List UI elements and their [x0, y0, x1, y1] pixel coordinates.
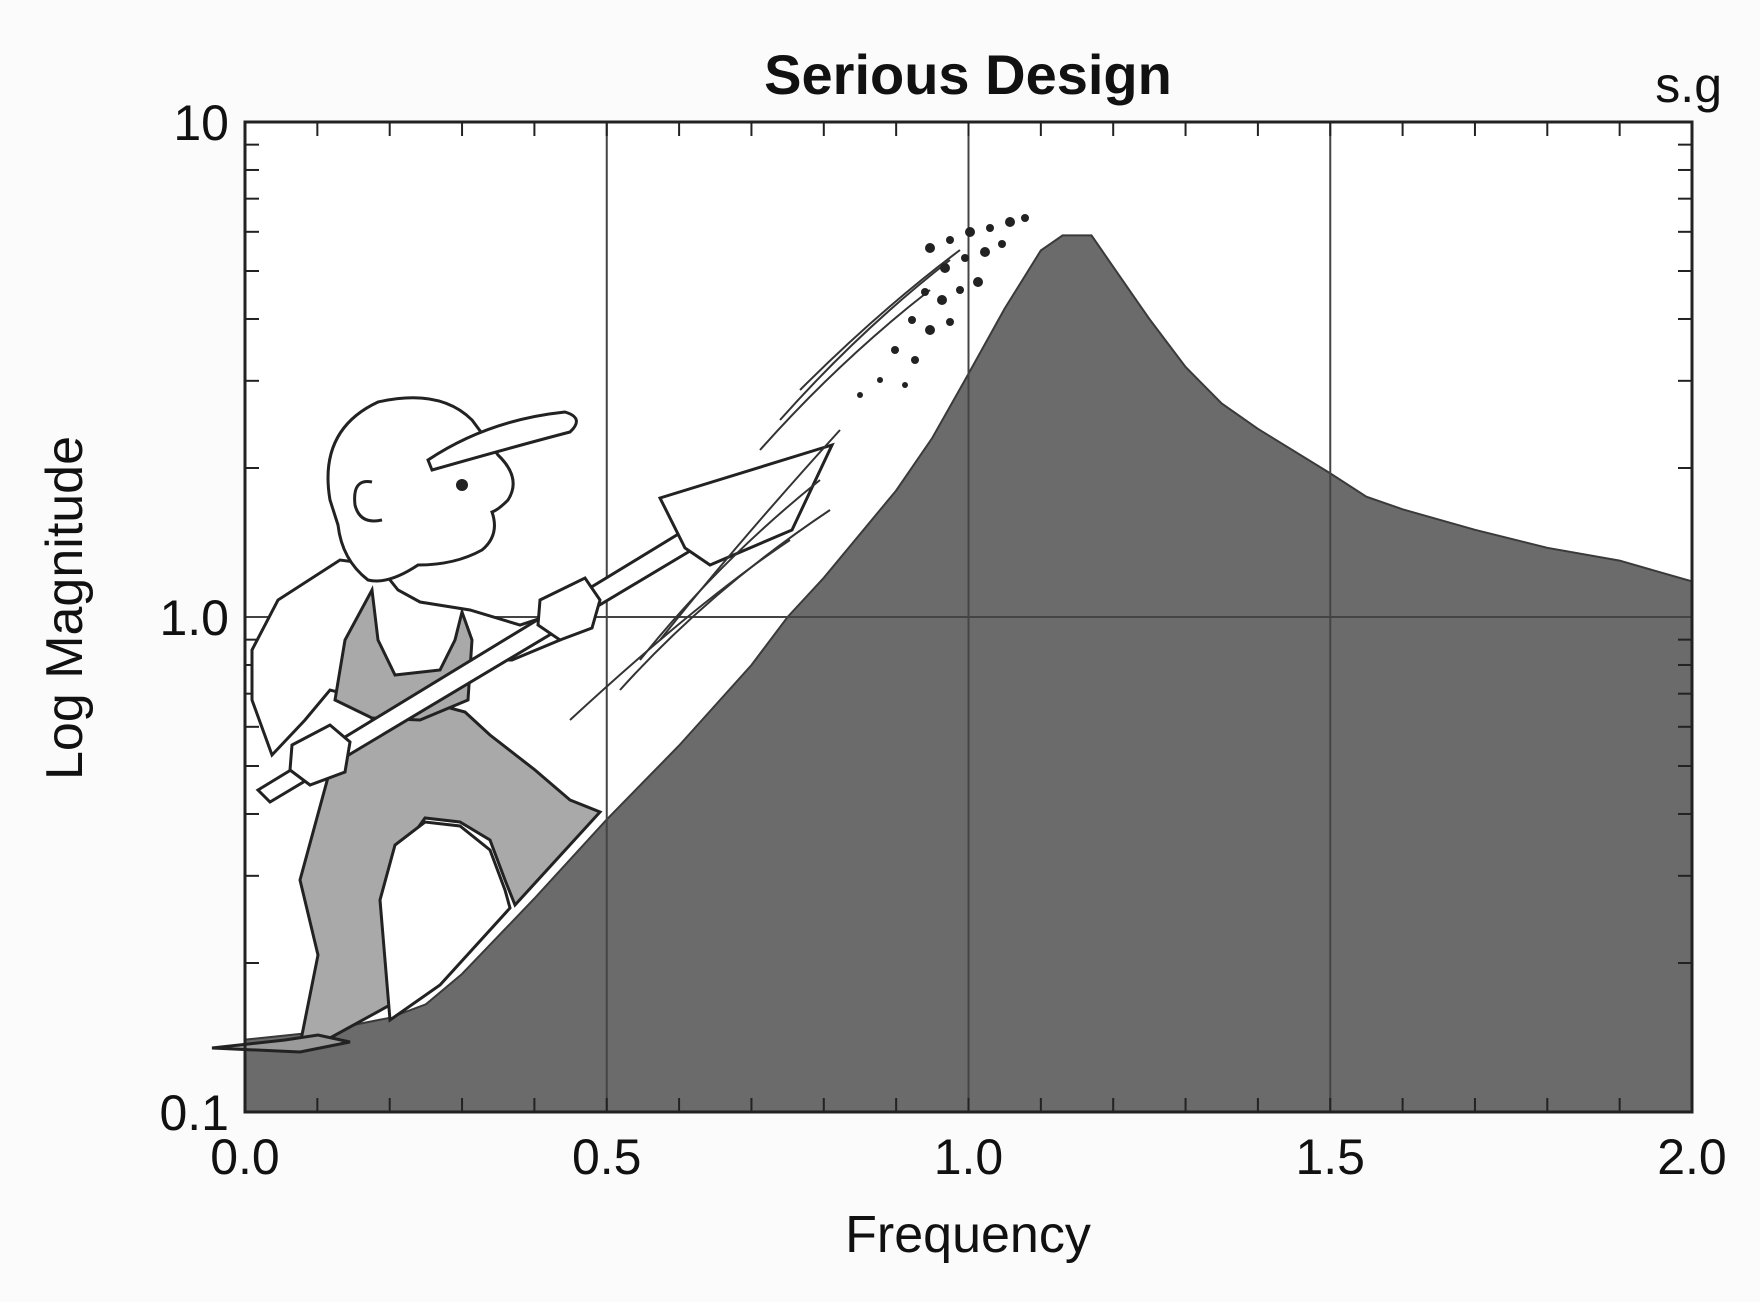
plot-frame [243, 120, 1694, 1114]
shoveling-worker-illustration [211, 214, 1029, 1054]
y-tick-label: 1.0 [159, 590, 229, 646]
dirt-spray-lines [569, 249, 961, 721]
worker-ear [353, 479, 383, 523]
shovel-blade [657, 442, 835, 567]
y-tick-label: 10 [173, 95, 229, 151]
worker-hand-lower [288, 723, 352, 787]
corner-label: s.g [1655, 57, 1722, 113]
x-tick-labels: 0.0 0.5 1.0 1.5 2.0 [210, 1129, 1727, 1185]
x-tick-label: 0.5 [572, 1129, 642, 1185]
x-tick-label: 0.0 [210, 1129, 280, 1185]
worker-eye [456, 479, 468, 491]
x-tick-label: 2.0 [1657, 1129, 1727, 1185]
y-tick-label: 0.1 [159, 1085, 229, 1141]
y-axis-label: Log Magnitude [36, 436, 94, 780]
minor-ticks [245, 122, 1692, 1112]
worker-leg-gap [378, 820, 512, 1023]
chart-title: Serious Design [764, 43, 1172, 106]
x-axis-label: Frequency [845, 1206, 1091, 1264]
worker-hand-upper [536, 576, 602, 642]
y-tick-labels: 0.1 1.0 10 [159, 95, 229, 1141]
dirt-spray-clods [857, 214, 1029, 398]
x-tick-label: 1.5 [1295, 1129, 1365, 1185]
worker-cap-brim [426, 410, 578, 472]
x-tick-label: 1.0 [934, 1129, 1004, 1185]
